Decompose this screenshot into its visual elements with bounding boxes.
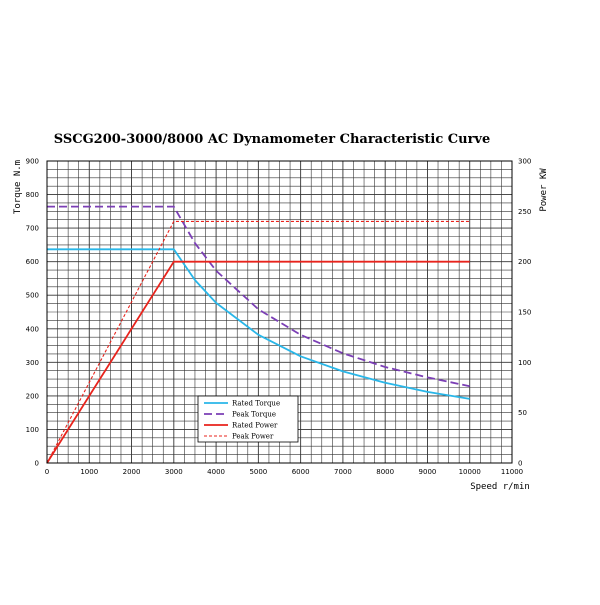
legend-label-peak-torque: Peak Torque (232, 411, 276, 419)
y-right-tick-label: 0 (518, 460, 522, 468)
y-left-tick-label: 700 (26, 225, 39, 233)
y-right-tick-label: 150 (518, 309, 531, 317)
y-right-tick-label: 200 (518, 258, 531, 266)
y-left-axis-label: Torque N.m (13, 160, 23, 214)
y-left-tick-label: 500 (26, 292, 39, 300)
x-tick-label: 4000 (207, 468, 225, 476)
legend: Rated Torque Peak Torque Rated Power Peak P… (197, 395, 299, 443)
x-tick-label: 6000 (292, 468, 310, 476)
x-axis-label: Speed r/min (470, 482, 530, 492)
series-lines (46, 205, 470, 464)
y-left-tick-label: 600 (26, 258, 39, 266)
x-tick-label: 11000 (501, 468, 523, 476)
series-line-peak-torque (47, 205, 470, 388)
x-tick-label: 10000 (459, 468, 481, 476)
tick-labels: 0 1000 2000 3000 4000 5000 6000 7000 8000 9000 100… (26, 158, 532, 477)
x-tick-label: 9000 (419, 468, 437, 476)
legend-label-peak-power: Peak Power (232, 433, 274, 441)
series-line-peak-power (46, 220, 470, 464)
legend-label-rated-power: Rated Power (232, 422, 278, 430)
x-tick-label: 5000 (249, 468, 267, 476)
y-right-tick-label: 250 (518, 208, 531, 216)
y-left-tick-label: 900 (26, 158, 39, 166)
series-line-rated-torque (47, 248, 470, 400)
x-tick-label: 2000 (123, 468, 141, 476)
y-right-tick-label: 50 (518, 409, 527, 417)
y-left-tick-label: 400 (26, 325, 39, 333)
y-right-tick-label: 100 (518, 359, 531, 367)
x-tick-label: 8000 (376, 468, 394, 476)
y-right-axis-label: Power KW (539, 168, 549, 212)
y-left-tick-label: 800 (26, 191, 39, 199)
y-left-tick-label: 0 (35, 460, 39, 468)
y-left-tick-label: 100 (26, 426, 39, 434)
y-left-tick-label: 200 (26, 392, 39, 400)
y-left-tick-label: 300 (26, 359, 39, 367)
y-right-tick-label: 300 (518, 158, 531, 166)
legend-label-rated-torque: Rated Torque (232, 400, 280, 408)
x-tick-label: 3000 (165, 468, 183, 476)
x-tick-label: 0 (45, 468, 49, 476)
x-tick-label: 7000 (334, 468, 352, 476)
chart-title: SSCG200-3000/8000 AC Dynamometer Charact… (54, 132, 491, 147)
plot-frame (46, 160, 513, 464)
x-tick-label: 1000 (80, 468, 98, 476)
series-line-rated-power (46, 260, 470, 464)
